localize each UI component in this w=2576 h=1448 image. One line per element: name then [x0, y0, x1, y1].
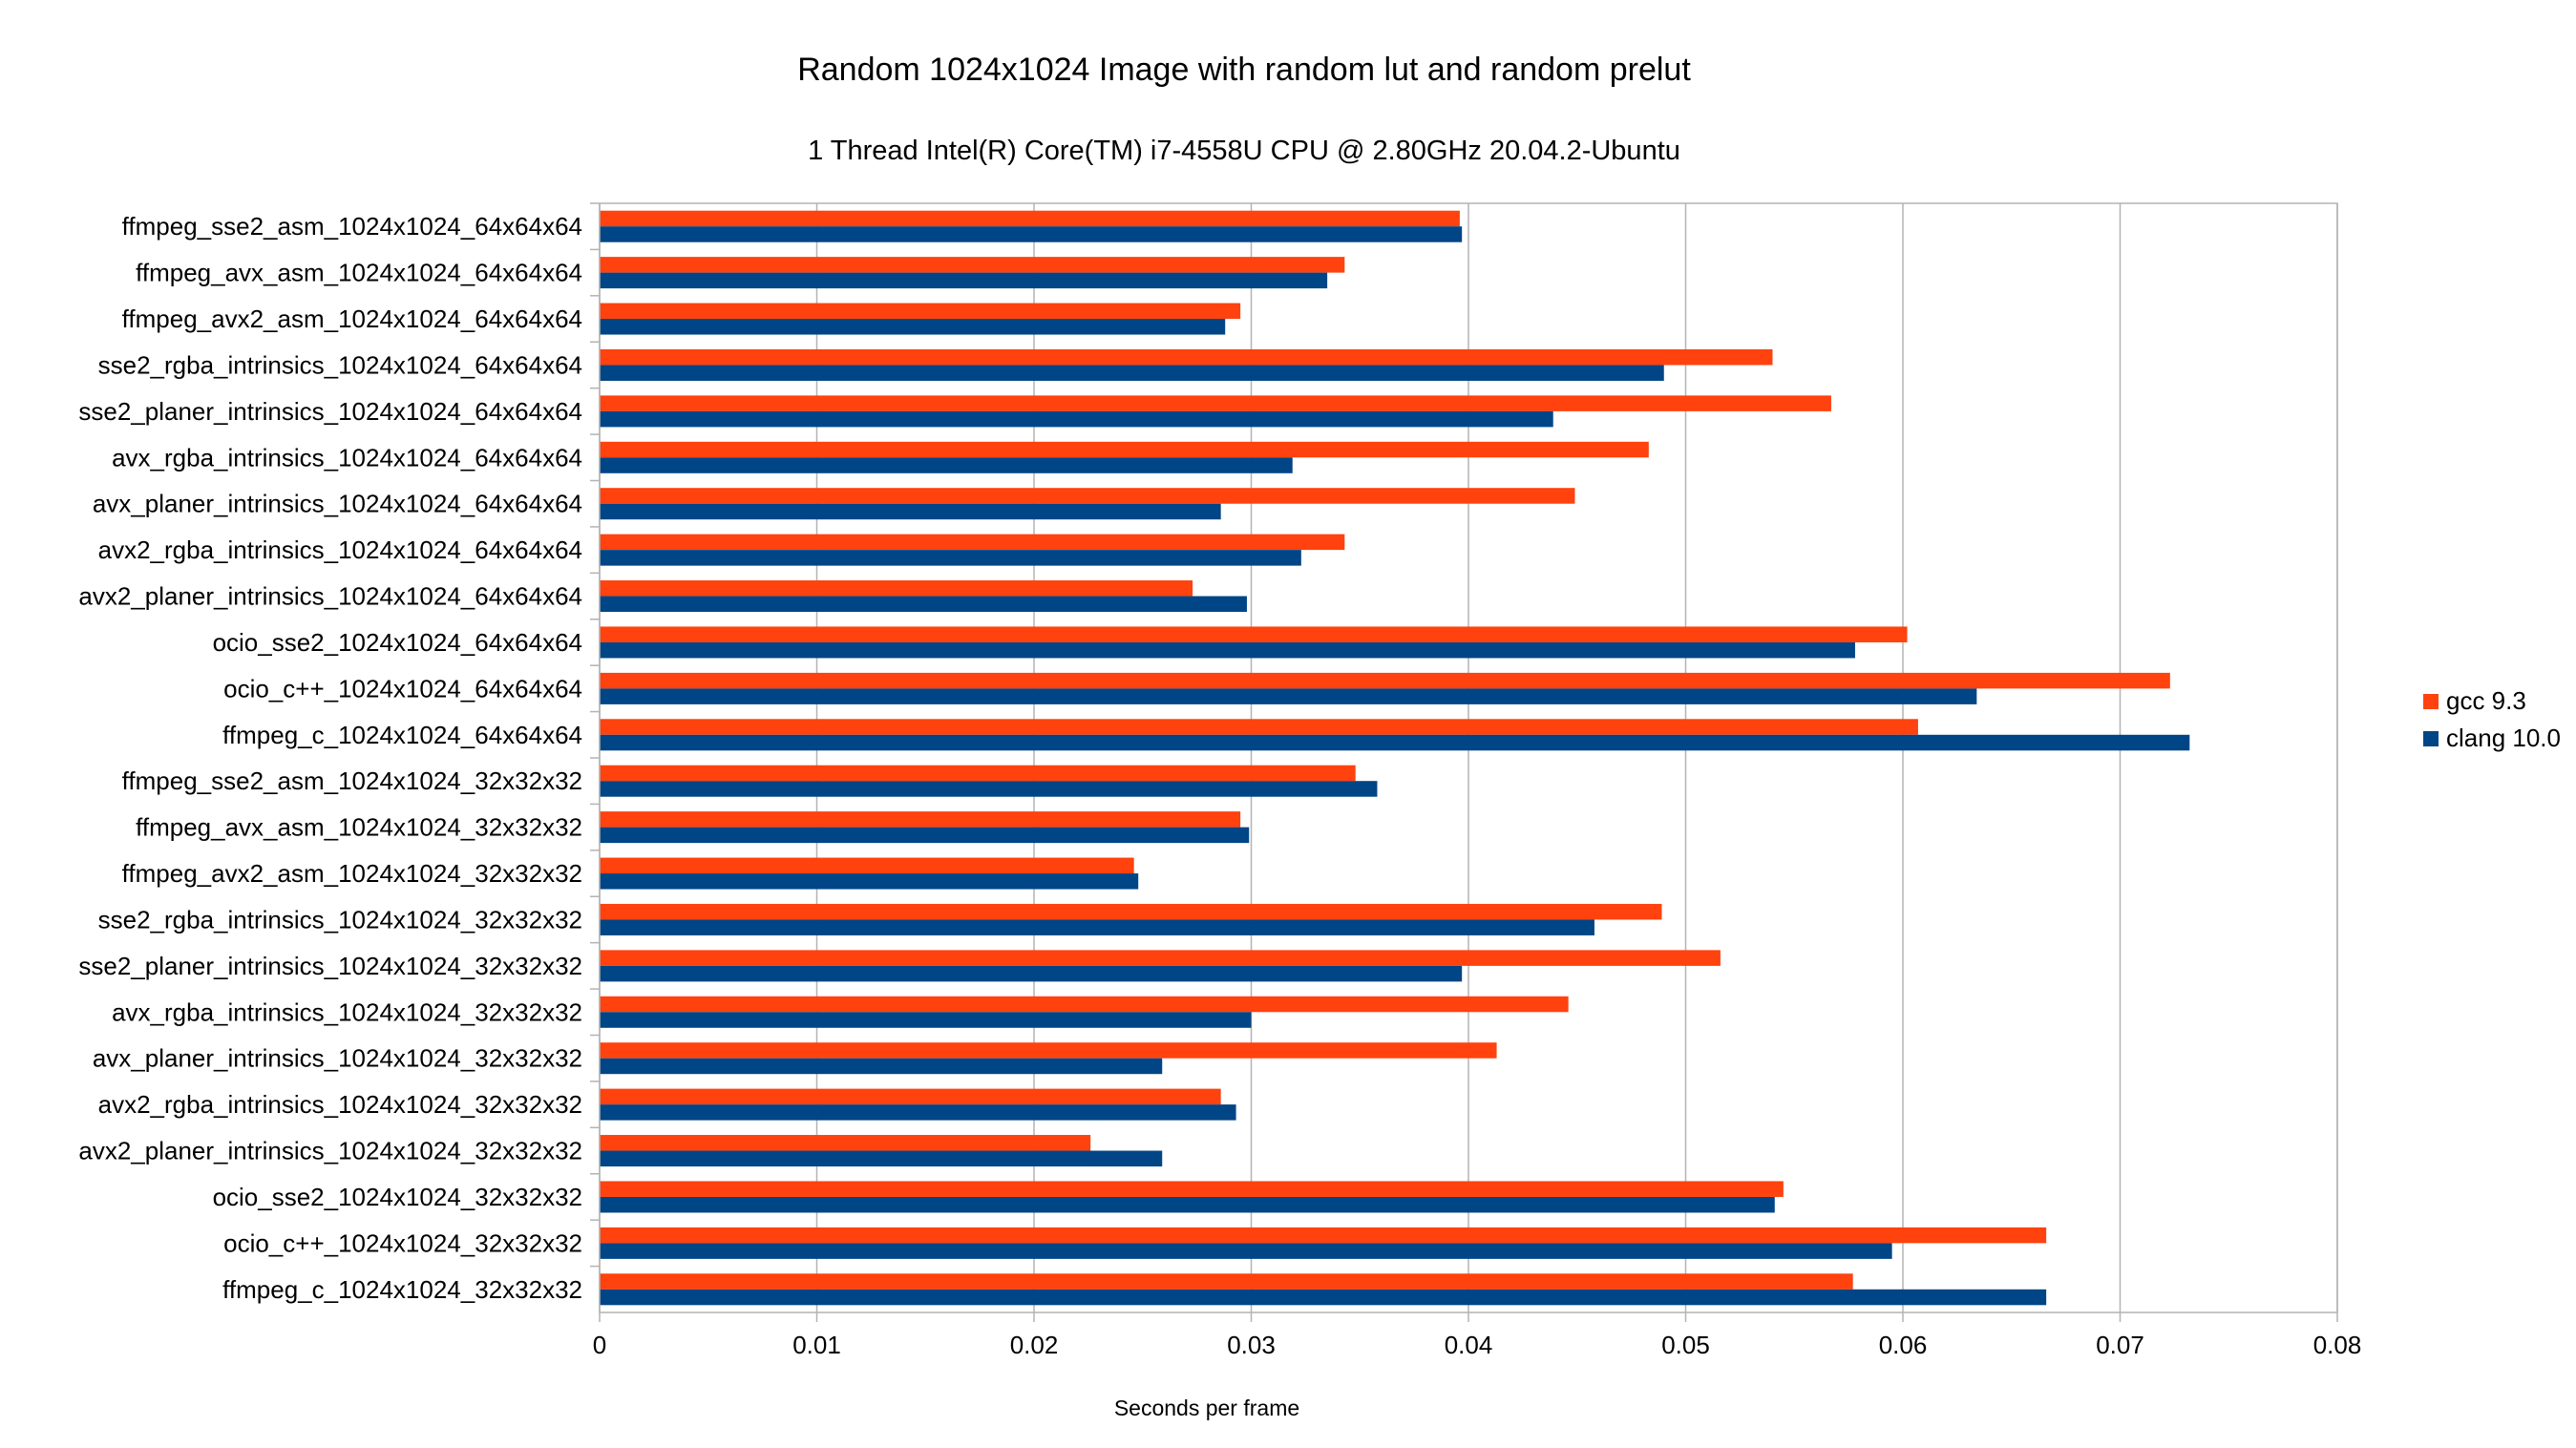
category-label: ocio_sse2_1024x1024_64x64x64 — [213, 628, 582, 657]
bar-clang — [600, 1243, 1892, 1259]
bar-gcc — [600, 719, 1918, 735]
bar-gcc — [600, 441, 1649, 458]
bar-gcc — [600, 210, 1460, 227]
bar-clang — [600, 873, 1139, 890]
category-label: ocio_c++_1024x1024_32x32x32 — [223, 1228, 582, 1257]
category-label: ffmpeg_avx2_asm_1024x1024_64x64x64 — [122, 304, 582, 333]
bar-clang — [600, 503, 1221, 520]
category-label: ffmpeg_avx_asm_1024x1024_64x64x64 — [136, 259, 582, 287]
x-tick-label: 0.02 — [1010, 1331, 1059, 1359]
bar-clang — [600, 827, 1250, 844]
bar-clang — [600, 919, 1594, 935]
category-label: avx_rgba_intrinsics_1024x1024_64x64x64 — [112, 443, 582, 472]
bar-gcc — [600, 1135, 1091, 1151]
x-tick-label: 0.06 — [1879, 1331, 1928, 1359]
bar-clang — [600, 1150, 1163, 1167]
x-tick-label: 0.03 — [1227, 1331, 1276, 1359]
x-tick-label: 0.08 — [2313, 1331, 2362, 1359]
bar-gcc — [600, 857, 1134, 874]
bar-gcc — [600, 672, 2170, 689]
category-label: avx2_planer_intrinsics_1024x1024_32x32x3… — [78, 1137, 582, 1165]
bar-gcc — [600, 1273, 1853, 1290]
bar-clang — [600, 410, 1553, 428]
x-axis-title: Seconds per frame — [1114, 1396, 1299, 1420]
category-label: ffmpeg_avx2_asm_1024x1024_32x32x32 — [122, 859, 582, 888]
category-label: avx2_rgba_intrinsics_1024x1024_64x64x64 — [98, 535, 582, 564]
bar-gcc — [600, 1227, 2047, 1244]
bar-gcc — [600, 580, 1193, 597]
legend-swatch — [2423, 731, 2439, 746]
bar-clang — [600, 596, 1247, 613]
x-tick-label: 0 — [593, 1331, 606, 1359]
bar-clang — [600, 734, 2190, 751]
category-label: sse2_rgba_intrinsics_1024x1024_32x32x32 — [98, 905, 582, 934]
bar-gcc — [600, 303, 1241, 320]
bar-gcc — [600, 488, 1575, 504]
bar-gcc — [600, 996, 1569, 1013]
bar-clang — [600, 688, 1977, 704]
bar-gcc — [600, 1088, 1221, 1105]
category-labels: ffmpeg_sse2_asm_1024x1024_64x64x64ffmpeg… — [78, 212, 582, 1304]
bars — [600, 210, 2190, 1306]
category-label: ocio_sse2_1024x1024_32x32x32 — [213, 1183, 582, 1211]
category-label: sse2_planer_intrinsics_1024x1024_64x64x6… — [78, 397, 582, 426]
bar-clang — [600, 272, 1328, 289]
bar-gcc — [600, 626, 1908, 642]
chart-subtitle: 1 Thread Intel(R) Core(TM) i7-4558U CPU … — [808, 136, 1680, 166]
category-label: avx2_planer_intrinsics_1024x1024_64x64x6… — [78, 582, 582, 611]
legend: gcc 9.3 clang 10.0 — [2423, 686, 2561, 752]
bar-gcc — [600, 257, 1345, 273]
legend-swatch — [2423, 694, 2439, 709]
x-tick-label: 0.05 — [1661, 1331, 1710, 1359]
category-label: ocio_c++_1024x1024_64x64x64 — [223, 674, 582, 703]
bar-gcc — [600, 348, 1773, 366]
bar-clang — [600, 365, 1664, 381]
bar-clang — [600, 550, 1301, 566]
category-label: ffmpeg_c_1024x1024_64x64x64 — [222, 721, 582, 749]
category-label: avx_planer_intrinsics_1024x1024_64x64x64 — [93, 490, 582, 518]
x-tick-label: 0.04 — [1445, 1331, 1493, 1359]
category-label: sse2_rgba_intrinsics_1024x1024_64x64x64 — [98, 350, 582, 379]
bar-clang — [600, 1104, 1236, 1121]
bar-clang — [600, 1012, 1252, 1028]
bar-clang — [600, 319, 1226, 335]
category-label: avx2_rgba_intrinsics_1024x1024_32x32x32 — [98, 1090, 582, 1119]
legend-label: clang 10.0 — [2446, 724, 2561, 752]
bar-clang — [600, 1058, 1163, 1075]
category-label: ffmpeg_c_1024x1024_32x32x32 — [222, 1275, 582, 1304]
x-tick-label: 0.01 — [792, 1331, 841, 1359]
bar-gcc — [600, 1042, 1497, 1059]
gridlines — [590, 202, 2338, 1322]
legend-label: gcc 9.3 — [2446, 686, 2526, 715]
bar-clang — [600, 641, 1855, 659]
bar-gcc — [600, 903, 1662, 920]
category-label: ffmpeg_sse2_asm_1024x1024_64x64x64 — [122, 212, 582, 241]
bar-gcc — [600, 950, 1721, 966]
chart-title: Random 1024x1024 Image with random lut a… — [797, 52, 1691, 88]
category-label: ffmpeg_avx_asm_1024x1024_32x32x32 — [136, 813, 582, 842]
bar-clang — [600, 781, 1378, 797]
plot-area-frame — [599, 202, 2338, 1313]
x-tick-labels: 0 0.01 0.02 0.03 0.04 0.05 0.06 0.07 0.08 — [593, 1331, 2362, 1359]
category-label: ffmpeg_sse2_asm_1024x1024_32x32x32 — [122, 766, 582, 795]
bar-gcc — [600, 765, 1356, 782]
bar-clang — [600, 226, 1463, 242]
x-tick-label: 0.07 — [2096, 1331, 2144, 1359]
bar-clang — [600, 965, 1463, 982]
category-label: avx_planer_intrinsics_1024x1024_32x32x32 — [93, 1044, 582, 1073]
bar-gcc — [600, 395, 1831, 411]
bar-gcc — [600, 811, 1241, 828]
bar-clang — [600, 457, 1293, 473]
bar-gcc — [600, 1181, 1784, 1197]
bar-clang — [600, 1289, 2047, 1306]
category-label: avx_rgba_intrinsics_1024x1024_32x32x32 — [112, 997, 582, 1026]
category-label: sse2_planer_intrinsics_1024x1024_32x32x3… — [78, 952, 582, 980]
bar-clang — [600, 1196, 1775, 1213]
bar-gcc — [600, 534, 1345, 551]
